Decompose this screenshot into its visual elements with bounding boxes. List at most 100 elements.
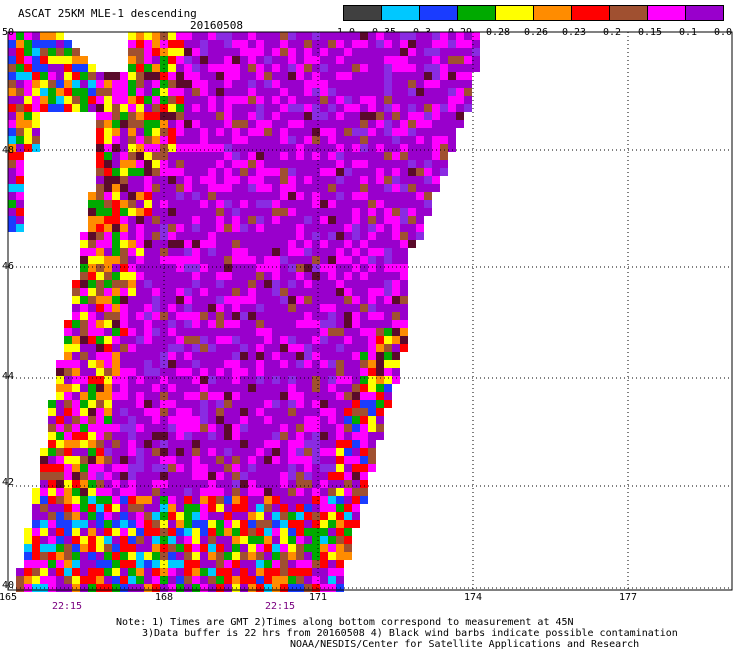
swath-cell xyxy=(392,96,400,104)
swath-cell xyxy=(264,544,272,552)
swath-cell xyxy=(72,304,80,312)
swath-cell xyxy=(208,464,216,472)
swath-cell xyxy=(120,176,128,184)
swath-cell xyxy=(192,112,200,120)
swath-cell xyxy=(112,280,120,288)
swath-cell xyxy=(208,80,216,88)
swath-cell xyxy=(440,168,448,176)
swath-cell xyxy=(416,184,424,192)
swath-cell xyxy=(64,328,72,336)
swath-cell xyxy=(272,88,280,96)
swath-cell xyxy=(256,304,264,312)
swath-cell xyxy=(136,136,144,144)
swath-cell xyxy=(192,472,200,480)
swath-cell xyxy=(376,128,384,136)
swath-cell xyxy=(288,160,296,168)
swath-cell xyxy=(256,400,264,408)
swath-cell xyxy=(136,192,144,200)
swath-cell xyxy=(200,280,208,288)
swath-cell xyxy=(104,144,112,152)
swath-cell xyxy=(152,416,160,424)
swath-cell xyxy=(112,128,120,136)
swath-cell xyxy=(248,216,256,224)
swath-cell xyxy=(376,32,384,40)
swath-cell xyxy=(152,360,160,368)
swath-cell xyxy=(280,200,288,208)
swath-cell xyxy=(176,216,184,224)
swath-cell xyxy=(320,120,328,128)
swath-cell xyxy=(88,400,96,408)
swath-cell xyxy=(136,96,144,104)
swath-cell xyxy=(88,472,96,480)
swath-cell xyxy=(112,232,120,240)
swath-cell xyxy=(352,200,360,208)
swath-cell xyxy=(360,40,368,48)
swath-cell xyxy=(224,448,232,456)
note-line-2: 3)Data buffer is 22 hrs from 20160508 4)… xyxy=(142,628,678,639)
swath-cell xyxy=(360,88,368,96)
swath-cell xyxy=(344,136,352,144)
swath-cell xyxy=(352,104,360,112)
swath-cell xyxy=(328,464,336,472)
swath-cell xyxy=(392,288,400,296)
swath-cell xyxy=(344,272,352,280)
swath-cell xyxy=(352,96,360,104)
swath-cell xyxy=(168,248,176,256)
swath-cell xyxy=(456,80,464,88)
swath-cell xyxy=(256,128,264,136)
swath-cell xyxy=(168,136,176,144)
swath-cell xyxy=(272,464,280,472)
swath-cell xyxy=(40,80,48,88)
swath-cell xyxy=(56,536,64,544)
swath-cell xyxy=(104,224,112,232)
swath-cell xyxy=(152,224,160,232)
swath-cell xyxy=(136,152,144,160)
swath-cell xyxy=(120,352,128,360)
swath-cell xyxy=(400,40,408,48)
swath-cell xyxy=(384,336,392,344)
swath-cell xyxy=(168,528,176,536)
swath-cell xyxy=(248,256,256,264)
swath-cell xyxy=(280,248,288,256)
swath-cell xyxy=(136,544,144,552)
lat-label-42: 42 xyxy=(2,477,15,488)
swath-cell xyxy=(32,136,40,144)
swath-cell xyxy=(416,200,424,208)
swath-cell xyxy=(360,160,368,168)
swath-cell xyxy=(296,200,304,208)
swath-cell xyxy=(144,552,152,560)
swath-cell xyxy=(336,272,344,280)
swath-cell xyxy=(104,392,112,400)
swath-cell xyxy=(288,376,296,384)
swath-cell xyxy=(64,392,72,400)
swath-cell xyxy=(240,480,248,488)
swath-cell xyxy=(232,336,240,344)
swath-cell xyxy=(384,208,392,216)
swath-cell xyxy=(184,552,192,560)
swath-cell xyxy=(184,272,192,280)
swath-cell xyxy=(280,544,288,552)
swath-cell xyxy=(184,464,192,472)
swath-cell xyxy=(112,504,120,512)
swath-cell xyxy=(360,408,368,416)
swath-cell xyxy=(192,560,200,568)
swath-cell xyxy=(400,56,408,64)
swath-cell xyxy=(424,192,432,200)
swath-cell xyxy=(272,312,280,320)
swath-cell xyxy=(224,80,232,88)
swath-cell xyxy=(296,472,304,480)
swath-cell xyxy=(208,448,216,456)
swath-cell xyxy=(128,456,136,464)
swath-cell xyxy=(144,408,152,416)
swath-cell xyxy=(168,304,176,312)
swath-cell xyxy=(336,416,344,424)
swath-cell xyxy=(224,176,232,184)
swath-cell xyxy=(352,480,360,488)
swath-cell xyxy=(456,88,464,96)
swath-cell xyxy=(24,576,32,584)
swath-cell xyxy=(360,280,368,288)
swath-cell xyxy=(216,480,224,488)
swath-cell xyxy=(344,208,352,216)
swath-cell xyxy=(232,192,240,200)
swath-cell xyxy=(16,576,24,584)
